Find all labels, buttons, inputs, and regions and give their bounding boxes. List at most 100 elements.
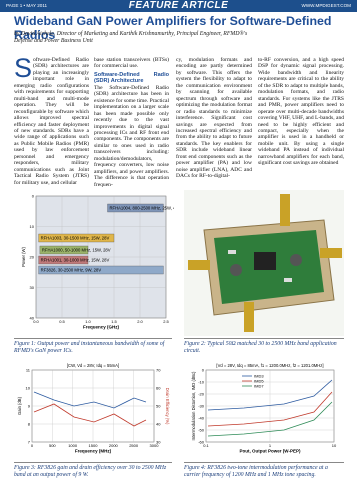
paragraph: oftware-Defined Radio (SDR) architecture… bbox=[14, 57, 89, 186]
legend-label: IMD7 bbox=[254, 384, 264, 389]
site-url: WWW.MPDIGEST.COM bbox=[301, 3, 351, 8]
figure-chart: [CW, Vd = 28V, Idq = 55mA] 11 10 9 8 7 70 60 50 4… bbox=[17, 363, 170, 454]
y-axis-label: Intermodulation Distortion, IMD (dBc) bbox=[191, 371, 196, 440]
y-axis-label: Power (W) bbox=[21, 247, 26, 267]
figure-photo bbox=[184, 190, 344, 336]
y-tick-label: 0 bbox=[202, 367, 205, 372]
efficiency-curve bbox=[33, 403, 147, 427]
y-tick-label: 8 bbox=[28, 421, 31, 426]
x-tick-label: 2.5 bbox=[163, 319, 169, 324]
column: base station transceivers (BTSs) for com… bbox=[94, 57, 169, 187]
y2-tick-label: 40 bbox=[156, 421, 161, 426]
column: to-RF conversion, and a high speed DSP f… bbox=[258, 57, 344, 187]
x-tick-label: 1 bbox=[269, 443, 272, 448]
bandwidth-bar bbox=[38, 255, 89, 265]
x-tick-label: 10 bbox=[332, 443, 337, 448]
connector bbox=[244, 302, 254, 332]
y2-tick-label: 70 bbox=[156, 367, 161, 372]
imd-curve bbox=[207, 401, 333, 437]
imd-curve bbox=[207, 391, 333, 427]
inductor bbox=[230, 264, 242, 276]
bandwidth-bar bbox=[38, 233, 115, 243]
byline: by David Aichele, Director of Marketing … bbox=[14, 31, 248, 44]
y2-tick-label: 50 bbox=[156, 403, 161, 408]
gain-curve bbox=[33, 391, 147, 409]
y-tick-label: 7 bbox=[28, 439, 31, 444]
x-tick-label: 0.1 bbox=[203, 443, 209, 448]
amplifier-ic bbox=[254, 252, 276, 270]
bar-label: RF3826, 30-2500 MHz, 9W, 28V bbox=[41, 268, 102, 273]
column: cy, modulation formats and encoding are … bbox=[176, 57, 252, 187]
x-tick-label: 1000 bbox=[68, 443, 78, 448]
drop-cap: S bbox=[14, 57, 33, 83]
chart-title: [CW, Vd = 28V, Idq = 55mA] bbox=[67, 363, 119, 368]
y-tick-label: 10 bbox=[30, 224, 35, 229]
y-tick-label: 30 bbox=[30, 285, 35, 290]
bar-label: RFHA1000, 50-1000 MHz, 15W, 28V bbox=[42, 248, 111, 253]
connector bbox=[280, 194, 290, 226]
capacitor bbox=[284, 278, 292, 282]
figure-caption: Figure 3: RF3826 gain and drain efficien… bbox=[14, 462, 172, 479]
inductor bbox=[290, 254, 302, 266]
x-tick-label: 2.0 bbox=[137, 319, 143, 324]
y-tick-label: 20 bbox=[30, 254, 35, 259]
x-tick-label: 0.5 bbox=[59, 319, 65, 324]
y-tick-label: 10 bbox=[26, 385, 31, 390]
header-bar: PAGE 1 • MAY 2011 FEATURE ARTICLE WWW.MP… bbox=[0, 0, 357, 12]
x-tick-label: 3000 bbox=[150, 443, 160, 448]
bandwidth-bar bbox=[39, 245, 89, 255]
connector bbox=[188, 260, 210, 270]
y2-axis-label: Drain Efficiency (%) bbox=[165, 388, 170, 425]
paragraph: cy, modulation formats and encoding are … bbox=[176, 57, 252, 180]
figure-caption: Figure 1: Output power and instantaneous… bbox=[14, 338, 172, 355]
connector bbox=[320, 248, 342, 258]
section-heading: Software-Defined Radio (SDR) Architectur… bbox=[94, 71, 169, 85]
bandwidth-bar bbox=[107, 203, 164, 213]
y-axis-label: Gain (dB) bbox=[17, 396, 22, 415]
x-tick-label: 1.5 bbox=[111, 319, 117, 324]
x-axis-label: Pout, Output Power (W-PEP) bbox=[240, 449, 301, 454]
section-title: FEATURE ARTICLE bbox=[128, 0, 229, 11]
y2-tick-label: 30 bbox=[156, 439, 161, 444]
y-tick-label: -60 bbox=[198, 439, 205, 444]
figure-caption: Figure 2: Typical 50Ω matched 30 to 2500… bbox=[184, 338, 344, 355]
paragraph: to-RF conversion, and a high speed DSP f… bbox=[258, 57, 344, 167]
y-tick-label: 11 bbox=[26, 367, 31, 372]
legend-label: IMD3 bbox=[254, 374, 264, 379]
y-tick-label: -20 bbox=[198, 391, 205, 396]
legend-label: IMD5 bbox=[254, 379, 264, 384]
x-tick-label: 2500 bbox=[129, 443, 139, 448]
paragraph: The Software-Defined Radio (SDR) archite… bbox=[94, 84, 169, 187]
bar-label: RFHA1004, 800-2500 MHz, 25W, 48V bbox=[110, 206, 175, 211]
x-tick-label: 2000 bbox=[109, 443, 119, 448]
y2-tick-label: 60 bbox=[156, 385, 161, 390]
capacitor bbox=[228, 250, 236, 254]
article-title: Wideband GaN Power Amplifiers for Softwa… bbox=[14, 14, 332, 42]
y-tick-label: 40 bbox=[30, 315, 35, 320]
bar-label: RFHA1001, 30-1000 MHz, 15W, 28V bbox=[41, 258, 110, 263]
bandwidth-bar bbox=[38, 265, 164, 275]
paragraph: base station transceivers (BTSs) for com… bbox=[94, 57, 169, 70]
x-tick-label: 1.0 bbox=[85, 319, 91, 324]
x-tick-label: 0 bbox=[31, 443, 34, 448]
x-axis-label: Frequency (GHz) bbox=[83, 325, 120, 330]
figure-caption: Figure 4: RF3826 two-tone intermodulatio… bbox=[184, 462, 344, 479]
x-tick-label: 0.0 bbox=[33, 319, 39, 324]
y-tick-label: -40 bbox=[198, 415, 205, 420]
y-tick-label: -50 bbox=[198, 427, 205, 432]
chart-title: [Vd = 28V, Idq = 85mA, f1 = 1200.0MHz, f… bbox=[216, 363, 323, 368]
figure-chart: [Vd = 28V, Idq = 85mA, f1 = 1200.0MHz, f… bbox=[191, 363, 337, 454]
x-tick-label: 1500 bbox=[89, 443, 99, 448]
x-tick-label: 500 bbox=[49, 443, 56, 448]
page-number: PAGE 1 • MAY 2011 bbox=[6, 3, 48, 8]
y-tick-label: -10 bbox=[198, 379, 205, 384]
figure-chart: 0 10 20 30 400.0 0.5 1.0 1.5 2.0 2.5 Frequency (GH… bbox=[21, 193, 175, 330]
bar-label: RFHA1003, 30-1500 MHz, 15W, 28V bbox=[41, 236, 110, 241]
y-tick-label: 0 bbox=[32, 193, 35, 198]
y-tick-label: -30 bbox=[198, 403, 205, 408]
x-axis-label: Frequency (MHz) bbox=[75, 449, 112, 454]
imd-curve bbox=[207, 379, 333, 411]
y-tick-label: 9 bbox=[28, 403, 31, 408]
